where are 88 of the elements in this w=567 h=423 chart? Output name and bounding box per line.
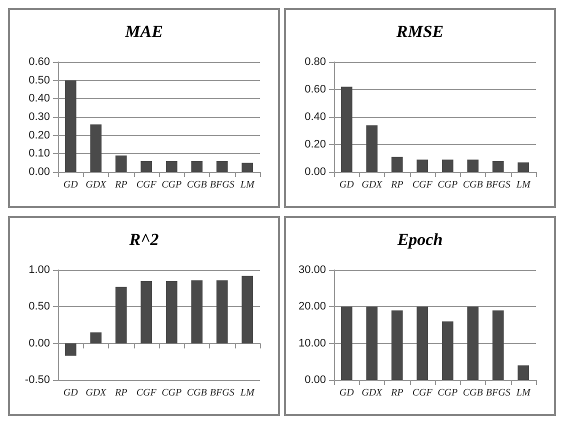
x-tick-label: RP xyxy=(114,388,128,398)
bar xyxy=(115,156,127,172)
x-tick-label: GD xyxy=(339,388,355,398)
x-tick-label: CGB xyxy=(186,388,207,398)
bar xyxy=(115,286,127,344)
x-tick-label: GDX xyxy=(86,180,108,190)
x-tick-label: GDX xyxy=(86,388,108,398)
y-tick-label: 0.60 xyxy=(304,84,326,96)
x-tick-label: RP xyxy=(390,180,404,190)
x-tick-label: CGB xyxy=(186,180,207,190)
x-tick-label: GD xyxy=(339,180,355,190)
x-tick-label: BFGS xyxy=(210,388,234,398)
y-tick-label: 30.00 xyxy=(298,264,326,276)
x-tick-label: BFGS xyxy=(210,180,234,190)
bar xyxy=(64,343,76,356)
bar xyxy=(64,80,76,172)
chart-title: Epoch xyxy=(396,230,443,249)
x-tick-label: GD xyxy=(63,180,79,190)
bar xyxy=(242,276,254,344)
y-tick-label: 10.00 xyxy=(298,337,326,350)
bar xyxy=(467,306,479,380)
x-tick-label: LM xyxy=(239,180,255,190)
y-tick-label: 0.50 xyxy=(28,74,50,86)
chart-title: R^2 xyxy=(128,230,160,249)
x-tick-label: RP xyxy=(390,388,404,398)
x-tick-label: CGF xyxy=(136,388,158,398)
x-tick-label: BFGS xyxy=(486,388,510,398)
bar xyxy=(166,281,178,344)
bar xyxy=(242,162,254,172)
y-tick-label: 0.60 xyxy=(28,56,50,68)
x-tick-label: CGP xyxy=(438,388,458,398)
x-tick-label: GD xyxy=(63,388,79,398)
x-tick-label: CGB xyxy=(462,388,483,398)
chart-title: MAE xyxy=(124,22,163,41)
x-tick-label: CGP xyxy=(162,388,182,398)
bar xyxy=(416,160,428,172)
y-tick-label: 1.00 xyxy=(28,264,50,276)
bar xyxy=(391,310,403,380)
x-tick-label: CGB xyxy=(462,180,483,190)
bar xyxy=(442,321,454,380)
bar xyxy=(90,332,102,344)
bar xyxy=(492,310,504,380)
bar xyxy=(492,161,504,172)
bar xyxy=(191,161,203,172)
bar xyxy=(391,156,403,172)
x-tick-label: LM xyxy=(515,180,531,190)
bar xyxy=(216,280,228,344)
y-tick-label: 0.30 xyxy=(28,111,50,123)
x-tick-label: CGF xyxy=(136,180,158,190)
bar xyxy=(340,86,352,172)
y-tick-label: 0.20 xyxy=(304,138,326,150)
y-tick-label: 20.00 xyxy=(298,300,326,313)
x-tick-label: LM xyxy=(239,388,255,398)
x-tick-label: CGF xyxy=(412,180,434,190)
y-tick-label: -0.50 xyxy=(24,374,50,386)
chart-title: RMSE xyxy=(395,22,444,41)
x-tick-label: CGF xyxy=(412,388,434,398)
y-tick-label: 0.00 xyxy=(28,337,50,350)
y-tick-label: 0.50 xyxy=(28,300,50,313)
x-tick-label: CGP xyxy=(438,180,458,190)
bar xyxy=(90,124,102,172)
x-tick-label: LM xyxy=(515,388,531,398)
x-tick-label: GDX xyxy=(362,388,384,398)
x-tick-label: GDX xyxy=(362,180,384,190)
x-tick-label: CGP xyxy=(162,180,182,190)
y-tick-label: 0.10 xyxy=(28,148,50,160)
y-tick-label: 0.00 xyxy=(28,166,50,178)
bar xyxy=(518,162,530,172)
x-tick-label: RP xyxy=(114,180,128,190)
bar xyxy=(140,281,152,344)
y-tick-label: 0.40 xyxy=(304,111,326,123)
bar xyxy=(467,160,479,172)
bar xyxy=(140,161,152,172)
y-tick-label: 0.80 xyxy=(304,56,326,68)
bar xyxy=(191,280,203,344)
y-tick-label: 0.00 xyxy=(304,166,326,178)
bar xyxy=(416,306,428,380)
bar xyxy=(366,306,378,380)
y-tick-label: 0.40 xyxy=(28,92,50,105)
bar xyxy=(518,365,530,380)
y-tick-label: 0.00 xyxy=(304,374,326,386)
x-tick-label: BFGS xyxy=(486,180,510,190)
bar xyxy=(340,306,352,380)
bar xyxy=(366,125,378,172)
bar xyxy=(216,161,228,172)
bar xyxy=(166,161,178,172)
bar xyxy=(442,160,454,172)
y-tick-label: 0.20 xyxy=(28,129,50,142)
